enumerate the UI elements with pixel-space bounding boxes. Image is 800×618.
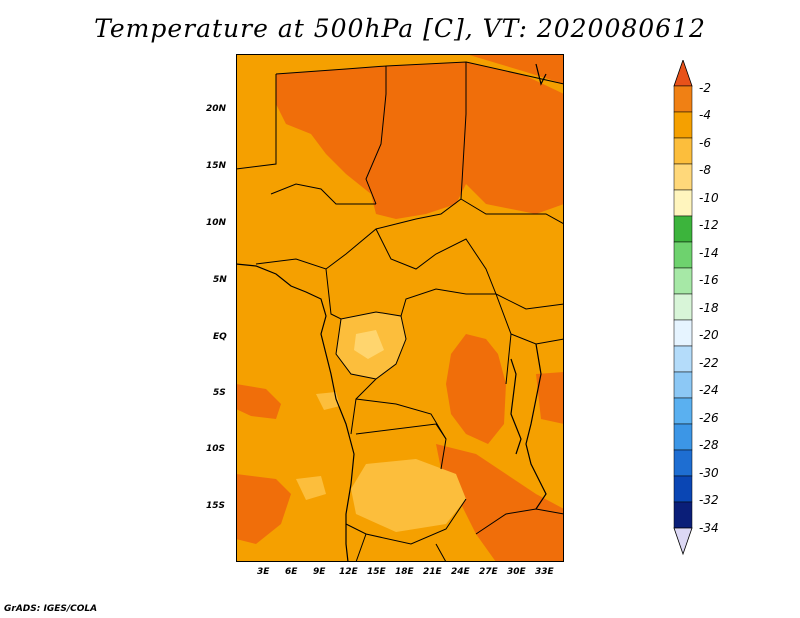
country-borders bbox=[236, 61, 564, 562]
colorbar-label-m14: -14 bbox=[699, 246, 719, 260]
lon-label-15e: 15E bbox=[367, 567, 386, 577]
colorbar-label-m10: -10 bbox=[699, 191, 719, 205]
lat-label-eq: EQ bbox=[213, 332, 227, 342]
colorbar-bottom-arrow bbox=[673, 527, 693, 556]
colorbar-label-m20: -20 bbox=[699, 328, 719, 342]
lon-label-3e: 3E bbox=[257, 567, 270, 577]
lon-label-6e: 6E bbox=[285, 567, 298, 577]
lon-label-30e: 30E bbox=[507, 567, 526, 577]
lat-label-15s: 15S bbox=[206, 501, 226, 511]
colorbar-swatch-9 bbox=[673, 319, 693, 347]
warm-region-west-coast bbox=[236, 384, 281, 419]
warm-region-southwest bbox=[236, 474, 291, 544]
cool-region-angola bbox=[351, 459, 466, 532]
colorbar-swatch-8 bbox=[673, 293, 693, 321]
lon-label-18e: 18E bbox=[395, 567, 414, 577]
lat-label-10s: 10S bbox=[206, 444, 226, 454]
colorbar-swatch-13 bbox=[673, 423, 693, 451]
colorbar-label-m6: -6 bbox=[699, 136, 711, 150]
colorbar-label-m26: -26 bbox=[699, 411, 719, 425]
colorbar-swatch-16 bbox=[673, 501, 693, 529]
colorbar-swatch-14 bbox=[673, 449, 693, 477]
lat-label-5s: 5S bbox=[213, 388, 226, 398]
lat-label-5n: 5N bbox=[213, 275, 227, 285]
colorbar-swatch-4 bbox=[673, 189, 693, 217]
lon-label-9e: 9E bbox=[313, 567, 326, 577]
colorbar-label-m8: -8 bbox=[699, 163, 711, 177]
lat-label-10n: 10N bbox=[206, 218, 227, 228]
warm-region-sahara bbox=[276, 62, 564, 219]
colorbar-swatch-2 bbox=[673, 137, 693, 165]
colorbar-label-m18: -18 bbox=[699, 301, 719, 315]
colorbar bbox=[673, 60, 693, 556]
warm-region-southeast bbox=[436, 444, 564, 562]
cool-region-patch-2 bbox=[296, 476, 326, 500]
colorbar-label-m12: -12 bbox=[699, 218, 719, 232]
temperature-map bbox=[236, 54, 564, 562]
cool-region-patch-3 bbox=[354, 330, 384, 359]
colorbar-label-m28: -28 bbox=[699, 438, 719, 452]
colorbar-swatches bbox=[673, 85, 693, 529]
warm-region-northeast bbox=[466, 54, 564, 84]
colorbar-top-arrow bbox=[673, 60, 693, 87]
grads-credit: GrADS: IGES/COLA bbox=[4, 604, 98, 614]
colorbar-swatch-0 bbox=[673, 85, 693, 113]
coastlines bbox=[236, 63, 547, 562]
colorbar-swatch-5 bbox=[673, 215, 693, 243]
chart-title: Temperature at 500hPa [C], VT: 202008061… bbox=[94, 14, 706, 43]
colorbar-label-m22: -22 bbox=[699, 356, 719, 370]
warm-region-east-coast bbox=[536, 372, 564, 424]
colorbar-label-m16: -16 bbox=[699, 273, 719, 287]
colorbar-swatch-12 bbox=[673, 397, 693, 425]
lon-label-33e: 33E bbox=[535, 567, 554, 577]
lon-label-27e: 27E bbox=[479, 567, 498, 577]
lat-label-20n: 20N bbox=[206, 104, 227, 114]
lon-label-21e: 21E bbox=[423, 567, 442, 577]
colorbar-swatch-10 bbox=[673, 345, 693, 373]
colorbar-swatch-3 bbox=[673, 163, 693, 191]
lon-label-12e: 12E bbox=[339, 567, 358, 577]
lat-label-15n: 15N bbox=[206, 161, 227, 171]
colorbar-swatch-1 bbox=[673, 111, 693, 139]
colorbar-swatch-7 bbox=[673, 267, 693, 295]
cool-region-patch-1 bbox=[316, 392, 340, 410]
colorbar-label-m30: -30 bbox=[699, 466, 719, 480]
lon-label-24e: 24E bbox=[451, 567, 470, 577]
colorbar-label-m34: -34 bbox=[699, 521, 719, 535]
colorbar-label-m2: -2 bbox=[699, 81, 711, 95]
colorbar-swatch-11 bbox=[673, 371, 693, 399]
warm-region-rift bbox=[446, 334, 506, 444]
colorbar-swatch-6 bbox=[673, 241, 693, 269]
colorbar-swatch-15 bbox=[673, 475, 693, 503]
colorbar-label-m24: -24 bbox=[699, 383, 719, 397]
colorbar-label-m4: -4 bbox=[699, 108, 711, 122]
colorbar-label-m32: -32 bbox=[699, 493, 719, 507]
